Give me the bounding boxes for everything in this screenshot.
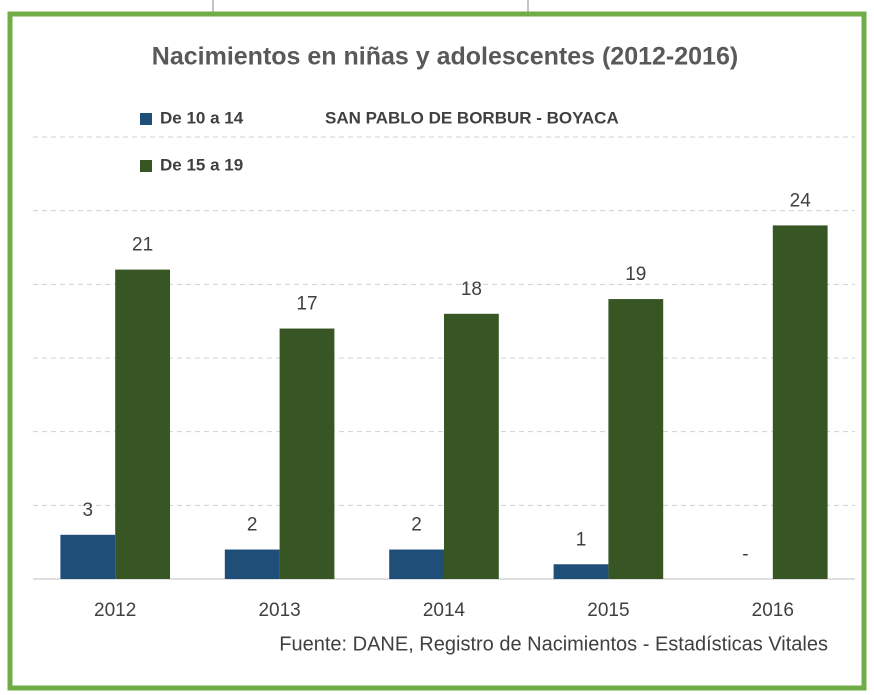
data-label: 18 (461, 279, 482, 300)
x-tick-label: 2015 (587, 600, 629, 621)
bar (115, 269, 170, 579)
bar (772, 225, 828, 579)
legend-swatch (140, 113, 152, 125)
data-label: 1 (576, 529, 587, 550)
bar (279, 328, 335, 579)
data-label: 2 (247, 515, 258, 536)
data-label: 17 (296, 294, 317, 315)
legend-label: De 15 a 19 (160, 155, 243, 174)
bar (224, 549, 280, 579)
x-tick-label: 2014 (423, 600, 466, 621)
data-label: 21 (132, 235, 153, 256)
x-tick-label: 2016 (752, 600, 794, 621)
bar (389, 549, 444, 579)
data-label: 24 (790, 190, 812, 211)
x-tick-label: 2013 (258, 600, 300, 621)
data-label: 2 (411, 515, 422, 536)
legend-swatch (140, 160, 152, 172)
chart-title: Nacimientos en niñas y adolescentes (201… (152, 43, 738, 71)
legend-label: De 10 a 14 (160, 108, 244, 127)
x-tick-label: 2012 (94, 600, 136, 621)
bar (444, 313, 499, 579)
bar (60, 534, 116, 579)
bar (608, 299, 664, 579)
source-note: Fuente: DANE, Registro de Nacimientos - … (279, 633, 828, 655)
data-label: - (742, 544, 748, 565)
subtitle: SAN PABLO DE BORBUR - BOYACA (325, 108, 619, 127)
data-label: 3 (83, 500, 94, 521)
data-label: 19 (625, 264, 646, 285)
bar (553, 564, 609, 579)
